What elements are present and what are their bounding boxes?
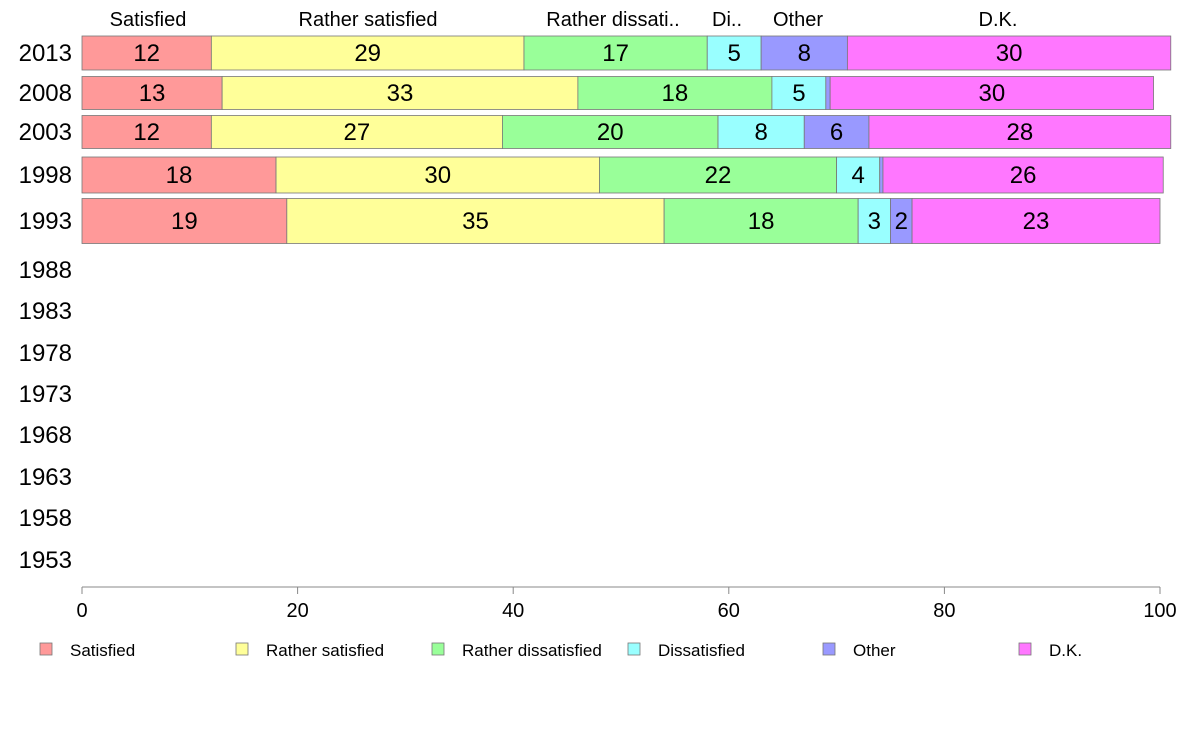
bar-2013-other: [760, 35, 848, 71]
data-label: 20: [597, 119, 624, 146]
legend-swatch: [627, 642, 641, 656]
y-tick-label-1998: 1998: [19, 162, 72, 189]
data-label: 33: [387, 80, 414, 107]
y-tick-label-1978: 1978: [19, 340, 72, 367]
y-tick-label-1983: 1983: [19, 298, 72, 325]
bar-2003-d-k-: [868, 115, 1172, 149]
data-label: 13: [139, 80, 166, 107]
data-label: 5: [792, 80, 805, 107]
data-label: 28: [1007, 119, 1034, 146]
bar-2003-other: [803, 115, 870, 149]
data-label: 23: [1023, 208, 1050, 235]
y-tick-label-2008: 2008: [19, 80, 72, 107]
column-header: Di..: [712, 9, 742, 31]
data-label: 4: [851, 162, 864, 189]
column-header: Other: [773, 9, 823, 31]
legend-label: D.K.: [1049, 641, 1082, 660]
data-label: 29: [354, 40, 381, 67]
x-tick-label: 100: [1143, 600, 1176, 622]
y-tick-label-2003: 2003: [19, 119, 72, 146]
legend-swatch: [1018, 642, 1032, 656]
data-label: 2: [895, 208, 908, 235]
data-label: 3: [868, 208, 881, 235]
y-tick-label-1963: 1963: [19, 464, 72, 491]
data-label: 35: [462, 208, 489, 235]
data-label: 18: [748, 208, 775, 235]
data-label: 30: [424, 162, 451, 189]
data-label: 18: [662, 80, 689, 107]
y-tick-label-1968: 1968: [19, 422, 72, 449]
x-tick-label: 80: [933, 600, 955, 622]
data-label: 8: [798, 40, 811, 67]
data-label: 12: [133, 40, 160, 67]
bar-2013-satisfied: [81, 35, 212, 71]
bar-1993-d-k-: [911, 198, 1161, 244]
legend-swatch: [39, 642, 53, 656]
bar-1998-rather-satisfied: [275, 156, 600, 194]
data-label: 30: [996, 40, 1023, 67]
bar-2003-satisfied: [81, 115, 212, 149]
legend-label: Other: [853, 641, 896, 660]
column-header: Rather dissati..: [546, 9, 679, 31]
x-tick-label: 60: [718, 600, 740, 622]
y-tick-label-1958: 1958: [19, 505, 72, 532]
bar-2013-rather-satisfied: [210, 35, 525, 71]
x-tick-label: 20: [286, 600, 308, 622]
x-tick-label: 40: [502, 600, 524, 622]
data-label: 17: [602, 40, 629, 67]
bar-1993-rather-dissatisfied: [663, 198, 859, 244]
bar-1993-satisfied: [81, 198, 288, 244]
legend-label: Rather satisfied: [266, 641, 384, 660]
data-label: 6: [830, 119, 843, 146]
bar-1998-dissatisfied: [836, 156, 881, 194]
legend-label: Dissatisfied: [658, 641, 745, 660]
bar-1998-satisfied: [81, 156, 277, 194]
bar-1998-rather-dissatisfied: [599, 156, 838, 194]
y-axis-labels: 2013 2008 2003 1998 1993 1988 1983 1978 1973 1968…: [19, 40, 72, 574]
data-label: 30: [978, 80, 1005, 107]
column-headers: Satisfied Rather satisfied Rather dissati.…: [110, 9, 1018, 31]
column-header: Rather satisfied: [299, 9, 438, 31]
data-label: 18: [166, 162, 193, 189]
bar-2013-d-k-: [846, 35, 1172, 71]
x-tick-label: 0: [76, 600, 87, 622]
legend-label: Rather dissatisfied: [462, 641, 602, 660]
bar-2008-rather-dissatisfied: [577, 76, 773, 110]
column-header: D.K.: [979, 9, 1018, 31]
bar-2008-d-k-: [829, 76, 1154, 110]
legend-swatch: [431, 642, 445, 656]
bar-2008-dissatisfied: [771, 76, 827, 110]
bar-2003-rather-satisfied: [210, 115, 503, 149]
data-label: 8: [754, 119, 767, 146]
bar-2008-satisfied: [81, 76, 223, 110]
y-tick-label-1973: 1973: [19, 381, 72, 408]
bar-1998-other: [879, 156, 884, 194]
column-header: Satisfied: [110, 9, 187, 31]
data-label: 19: [171, 208, 198, 235]
data-label: 12: [133, 119, 160, 146]
bar-2003-rather-dissatisfied: [502, 115, 719, 149]
x-axis: 0 20 40 60 80 100: [76, 586, 1177, 622]
legend-swatch: [822, 642, 836, 656]
bar-2008-other: [825, 76, 831, 110]
data-label: 26: [1010, 162, 1037, 189]
y-tick-label-1993: 1993: [19, 208, 72, 235]
legend-label: Satisfied: [70, 641, 135, 660]
bar-2008-rather-satisfied: [221, 76, 579, 110]
y-tick-label-2013: 2013: [19, 40, 72, 67]
data-label: 5: [728, 40, 741, 67]
bar-1998-d-k-: [882, 156, 1164, 194]
legend-swatch: [235, 642, 249, 656]
data-label: 27: [344, 119, 371, 146]
bar-2013-rather-dissatisfied: [523, 35, 708, 71]
y-tick-label-1988: 1988: [19, 257, 72, 284]
legend: Satisfied Rather satisfied Rather dissatis…: [39, 641, 1082, 660]
data-label: 22: [705, 162, 732, 189]
y-tick-label-1953: 1953: [19, 547, 72, 574]
